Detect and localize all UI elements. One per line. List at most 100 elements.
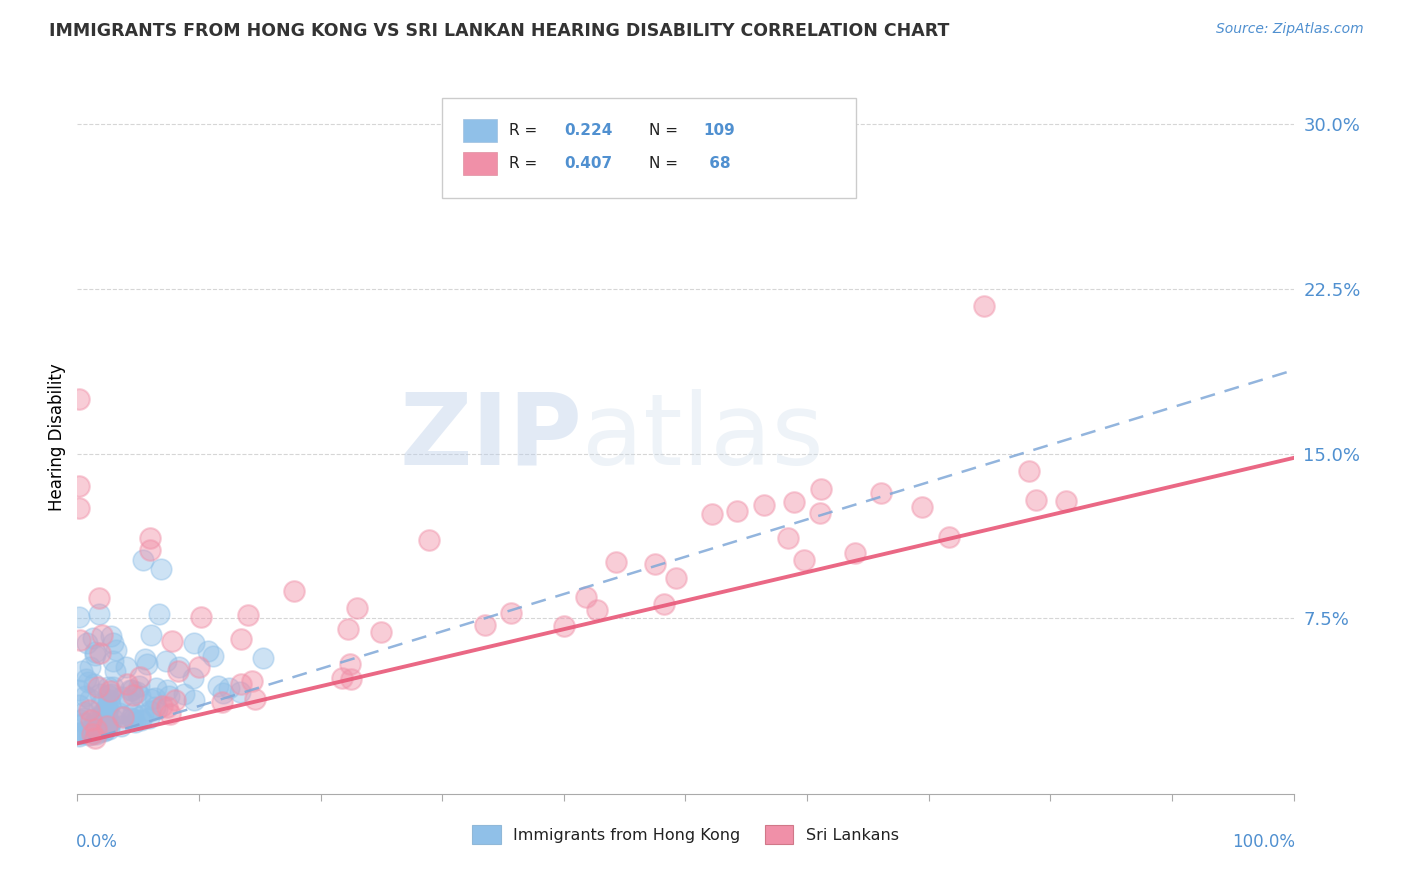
Point (120, 711, 142, 725)
Point (73, 715, 96, 730)
Point (139, 704, 162, 718)
Point (128, 690, 150, 704)
Point (77, 674, 100, 689)
Point (93, 724, 115, 739)
Text: N =: N = (650, 123, 683, 137)
Point (67, 610, 90, 624)
Text: Source: ZipAtlas.com: Source: ZipAtlas.com (1216, 22, 1364, 37)
Text: 100.0%: 100.0% (1232, 833, 1295, 851)
Point (938, 530, 960, 544)
Point (84, 714, 107, 729)
Point (79, 659, 101, 673)
Point (67, 683, 90, 698)
Text: R =: R = (509, 123, 543, 137)
Point (121, 712, 143, 726)
Point (139, 531, 162, 545)
Point (252, 651, 274, 665)
Point (167, 659, 190, 673)
Point (84, 722, 107, 736)
Point (73, 711, 96, 725)
Point (69, 726, 91, 740)
Point (605, 556, 627, 570)
Point (103, 681, 125, 695)
Point (139, 543, 162, 558)
Point (82, 632, 104, 646)
Point (211, 695, 233, 709)
Point (229, 677, 252, 691)
Point (810, 482, 832, 496)
Point (340, 672, 363, 686)
Text: 0.407: 0.407 (564, 156, 612, 171)
Point (190, 610, 212, 624)
Point (150, 698, 173, 713)
Point (240, 674, 263, 689)
Point (132, 708, 155, 723)
Point (89, 646, 111, 660)
Point (132, 553, 155, 567)
Point (212, 686, 235, 700)
Point (1018, 464, 1040, 478)
Point (121, 682, 143, 697)
Point (236, 608, 259, 623)
Point (121, 689, 143, 703)
Point (69, 632, 91, 647)
Point (202, 649, 225, 664)
Point (339, 657, 361, 672)
Point (187, 660, 209, 674)
Point (93, 721, 115, 735)
Point (1054, 494, 1077, 508)
Point (150, 562, 173, 576)
Point (143, 691, 166, 706)
Point (157, 690, 180, 704)
Point (103, 654, 125, 668)
Point (67, 729, 90, 743)
Point (89, 687, 111, 701)
Point (165, 693, 187, 707)
Point (79, 691, 101, 706)
Point (75, 689, 97, 703)
Point (87, 591, 110, 605)
Point (159, 706, 181, 721)
Point (79, 714, 101, 728)
Point (70, 713, 93, 727)
Point (111, 709, 134, 723)
Point (231, 632, 253, 646)
Point (665, 571, 688, 585)
Point (97, 717, 120, 731)
Text: ZIP: ZIP (399, 389, 582, 485)
Point (67, 698, 90, 713)
Point (96, 706, 118, 720)
Point (243, 692, 266, 706)
Point (80, 727, 103, 741)
Point (197, 644, 219, 658)
Point (778, 531, 800, 545)
Point (183, 693, 205, 707)
Point (70, 726, 93, 740)
Point (96, 709, 118, 723)
Point (90, 628, 112, 642)
Point (91, 712, 114, 726)
Point (229, 685, 252, 699)
Point (148, 607, 170, 622)
Point (844, 546, 866, 560)
Point (98, 697, 121, 711)
Point (127, 684, 149, 698)
Point (96, 719, 118, 733)
Point (105, 642, 128, 657)
Point (89, 715, 111, 730)
Point (128, 710, 150, 724)
Point (100, 687, 122, 701)
Point (783, 494, 806, 508)
Point (96, 698, 118, 713)
Point (83, 731, 105, 746)
Point (67, 479, 90, 493)
Point (167, 664, 190, 678)
Point (156, 683, 179, 698)
Point (67, 392, 90, 406)
Point (98, 716, 121, 731)
Point (93, 715, 115, 730)
Point (145, 702, 167, 716)
Point (107, 706, 129, 720)
FancyBboxPatch shape (463, 153, 496, 175)
Point (973, 299, 995, 313)
